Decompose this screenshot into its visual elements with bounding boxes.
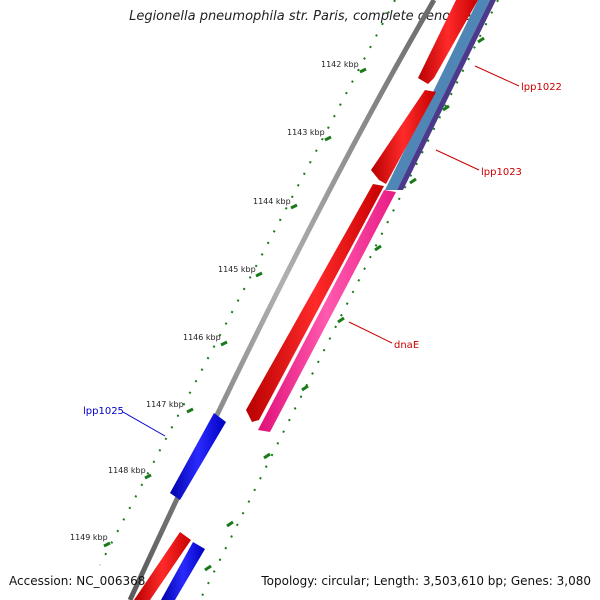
cds-arrow-bottom-blue: [161, 542, 205, 600]
scale-dots-inner: [99, 0, 396, 566]
gene-label-lpp1025: lpp1025: [83, 406, 124, 417]
leader-lpp1023: [435, 149, 480, 171]
cds-arrow-dnaE: [246, 184, 384, 422]
cds-arrow-bottom-red: [134, 532, 191, 600]
tick-label-1146: 1146 kbp: [183, 333, 221, 342]
tick-label-1142: 1142 kbp: [321, 60, 359, 69]
gene-label-lpp1023: lpp1023: [481, 167, 522, 178]
cds-arrow-lpp1022: [418, 0, 478, 84]
cds-arrow-lpp1025: [170, 413, 226, 500]
leader-lpp1025: [122, 411, 166, 437]
leader-dnaE: [348, 321, 393, 344]
cog-band-steel: [385, 0, 490, 190]
genome-title: Legionella pneumophila str. Paris, compl…: [129, 9, 471, 24]
gene-label-lpp1022: lpp1022: [521, 82, 562, 93]
leader-lpp1022: [474, 65, 520, 87]
genome-backbone: [127, 0, 437, 600]
cog-band-purple: [397, 0, 496, 190]
gene-label-dnaE: dnaE: [394, 340, 419, 351]
tick-label-1145: 1145 kbp: [218, 265, 256, 274]
genome-summary-text: Topology: circular; Length: 3,503,610 bp…: [261, 574, 591, 588]
tick-label-1143: 1143 kbp: [287, 128, 325, 137]
tick-label-1147: 1147 kbp: [146, 400, 184, 409]
scale-dots-outer: [199, 0, 499, 600]
accession-text: Accession: NC_006368: [9, 574, 146, 588]
tick-label-1149: 1149 kbp: [70, 533, 108, 542]
cds-arrow-lpp1023: [371, 90, 436, 184]
tick-label-1144: 1144 kbp: [253, 197, 291, 206]
cog-band-pink: [258, 190, 396, 432]
tick-label-1148: 1148 kbp: [108, 466, 146, 475]
scale-ticks: [103, 36, 485, 572]
